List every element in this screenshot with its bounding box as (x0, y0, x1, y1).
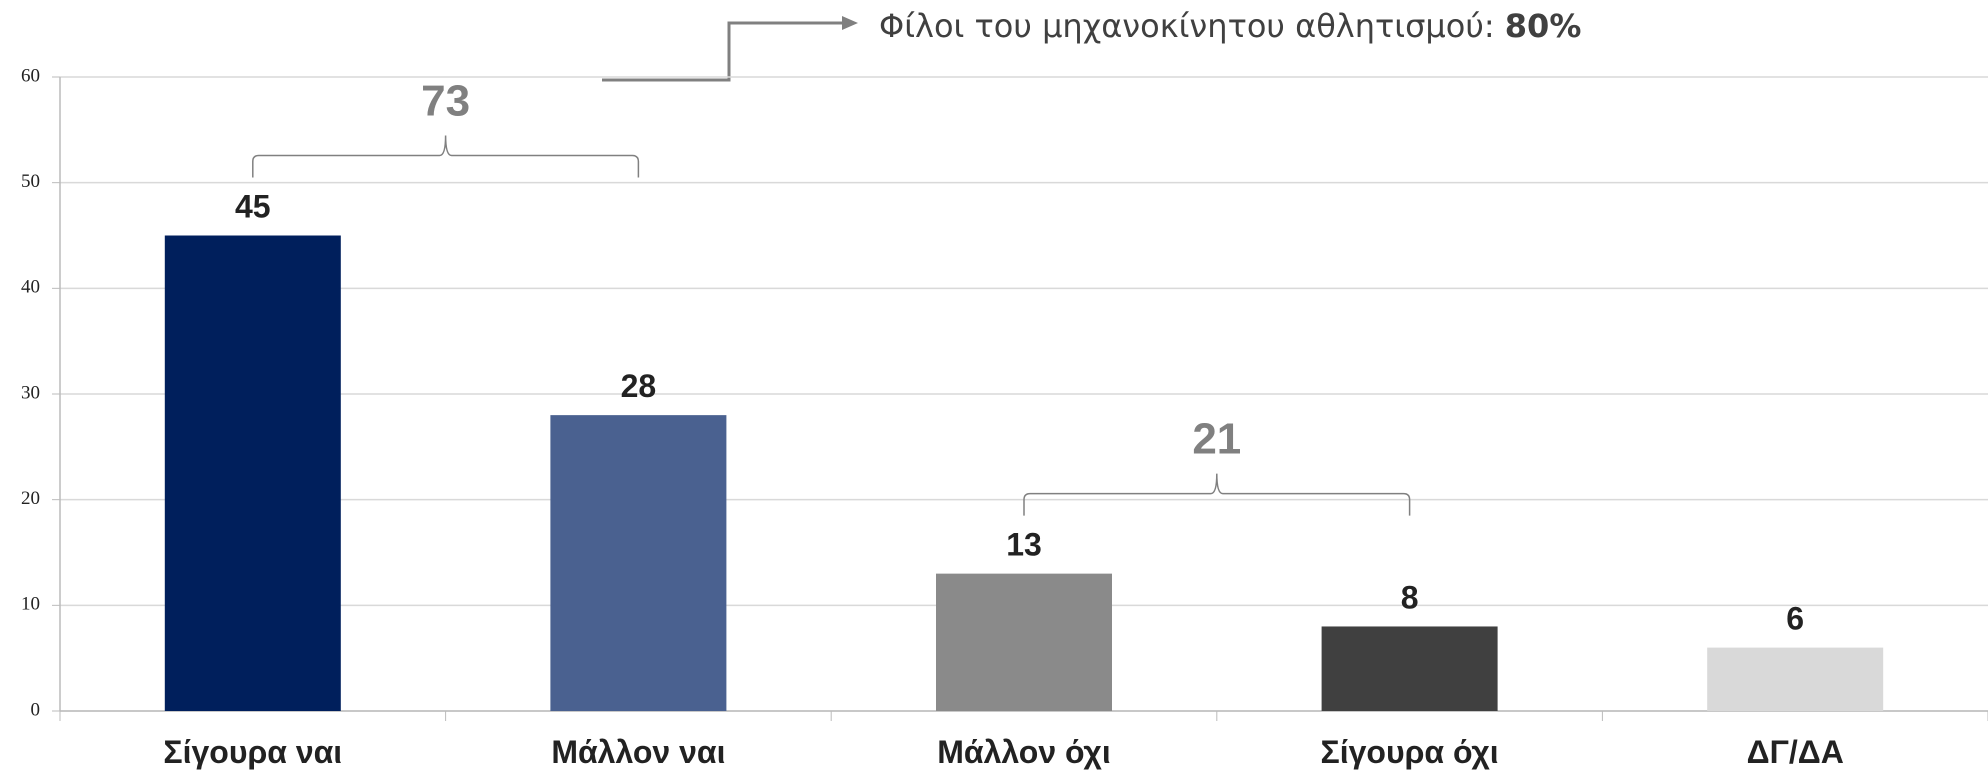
bracket-label: 21 (1192, 415, 1241, 464)
callout: Φίλοι του μηχανοκίνητου αθλητισμού: 80% (879, 7, 1581, 45)
y-tick-label: 10 (21, 594, 40, 615)
bar (936, 573, 1112, 711)
x-tick-label: ΔΓ/ΔΑ (1747, 734, 1844, 770)
bracket (1023, 473, 1411, 516)
callout-arrow (842, 16, 858, 30)
bar (1707, 647, 1884, 711)
y-tick-label: 0 (31, 699, 41, 720)
value-label: 28 (621, 368, 657, 404)
value-label: 8 (1401, 579, 1419, 615)
y-tick-label: 20 (21, 488, 40, 509)
x-tick-label: Σίγουρα όχι (1321, 734, 1499, 770)
value-label: 13 (1006, 527, 1042, 563)
bar (1321, 626, 1498, 711)
y-tick-label: 60 (21, 65, 40, 86)
callout-line (602, 21, 842, 82)
value-label: 6 (1786, 601, 1804, 637)
bracket (252, 135, 640, 178)
callout-value: 80% (1505, 7, 1582, 45)
value-label: 45 (235, 189, 271, 225)
x-tick-label: Μάλλον όχι (937, 734, 1110, 770)
bracket-label: 73 (421, 77, 470, 126)
y-tick-label: 30 (21, 382, 40, 403)
y-tick-label: 40 (21, 277, 40, 298)
bar (550, 415, 727, 711)
x-tick-label: Μάλλον ναι (551, 734, 725, 770)
callout-text: Φίλοι του μηχανοκίνητου αθλητισμού: (879, 7, 1495, 45)
x-tick-label: Σίγουρα ναι (163, 734, 342, 770)
bar (164, 235, 341, 711)
y-tick-label: 50 (21, 171, 40, 192)
